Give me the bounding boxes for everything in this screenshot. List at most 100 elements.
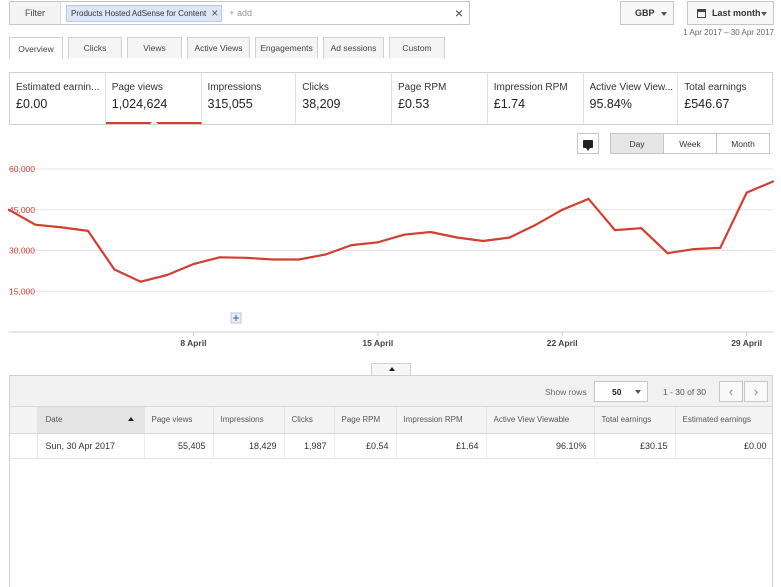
day-button[interactable]: Day bbox=[610, 133, 664, 154]
table-cell: 55,405 bbox=[144, 433, 214, 460]
metric-card-estimated-earnings[interactable]: Estimated earnin... £0.00 bbox=[10, 73, 106, 124]
metric-value: £546.67 bbox=[684, 97, 730, 111]
tab-active-views[interactable]: Active Views bbox=[187, 37, 250, 58]
data-table: Date Page views Impressions Clicks Page … bbox=[10, 407, 772, 460]
tab-views[interactable]: Views bbox=[127, 37, 182, 58]
previous-page-button[interactable]: ‹ bbox=[719, 381, 743, 402]
clear-filter-icon[interactable]: × bbox=[454, 5, 463, 21]
filter-chip[interactable]: Products Hosted AdSense for Content × bbox=[66, 4, 223, 22]
metric-cards: Estimated earnin... £0.00 Page views 1,0… bbox=[9, 72, 773, 125]
week-button[interactable]: Week bbox=[663, 133, 717, 154]
data-point bbox=[561, 208, 564, 211]
metric-title: Total earnings bbox=[684, 82, 747, 93]
column-header-total-earnings[interactable]: Total earnings bbox=[594, 407, 676, 434]
calendar-icon bbox=[697, 8, 706, 18]
data-point bbox=[86, 229, 90, 233]
metric-card-total-earnings[interactable]: Total earnings £546.67 bbox=[678, 73, 772, 124]
annotations-button[interactable] bbox=[577, 133, 599, 154]
rows-per-page-value: 50 bbox=[612, 387, 622, 397]
data-point bbox=[745, 191, 748, 194]
tab-overview[interactable]: Overview bbox=[9, 37, 63, 59]
add-filter-input[interactable]: + add bbox=[229, 8, 252, 18]
data-point bbox=[771, 180, 775, 183]
data-point bbox=[429, 230, 432, 234]
row-select-cell bbox=[10, 433, 38, 460]
metric-card-impressions[interactable]: Impressions 315,055 bbox=[202, 73, 297, 124]
column-header-page-views[interactable]: Page views bbox=[144, 407, 214, 434]
data-point bbox=[218, 256, 221, 259]
table-row[interactable]: Sun, 30 Apr 2017 55,405 18,429 1,987 £0.54 £1… bbox=[10, 433, 772, 460]
date-range-dropdown[interactable]: Last month bbox=[687, 1, 774, 25]
metric-value: 315,055 bbox=[207, 97, 253, 111]
column-label: Date bbox=[45, 415, 63, 425]
x-tick-label: 22 April bbox=[547, 338, 578, 348]
rows-per-page-select[interactable]: 50 bbox=[594, 381, 648, 402]
y-tick-label: 60,000 bbox=[9, 164, 35, 174]
granularity-toggle: Day Week Month bbox=[610, 133, 770, 154]
metric-value: £1.74 bbox=[493, 97, 526, 111]
data-point bbox=[640, 227, 643, 230]
column-header-impressions[interactable]: Impressions bbox=[213, 407, 285, 434]
metric-card-clicks[interactable]: Clicks 38,209 bbox=[296, 73, 392, 124]
data-point bbox=[403, 233, 406, 236]
data-point bbox=[482, 239, 485, 243]
table-cell: £0.54 bbox=[334, 433, 397, 460]
report-table: Show rows 50 1 - 30 of 30 ‹ › Date Page … bbox=[9, 375, 773, 587]
data-point bbox=[534, 223, 537, 226]
metric-value: 95.84% bbox=[589, 97, 632, 111]
report-tabs: Overview Clicks Views Active Views Engag… bbox=[9, 37, 450, 59]
remove-filter-icon[interactable]: × bbox=[211, 6, 219, 20]
filter-label[interactable]: Filter bbox=[10, 2, 61, 24]
data-point bbox=[60, 226, 63, 229]
tab-custom[interactable]: Custom bbox=[389, 37, 445, 58]
column-header-date[interactable]: Date bbox=[37, 407, 145, 434]
collapse-chart-toggle[interactable] bbox=[371, 363, 411, 375]
next-page-button[interactable]: › bbox=[744, 381, 768, 402]
column-header-page-rpm[interactable]: Page RPM bbox=[334, 407, 397, 434]
table-cell: 18,429 bbox=[213, 433, 285, 460]
table-cell: £0.00 bbox=[675, 433, 772, 460]
series-line bbox=[8, 180, 774, 283]
chevron-left-icon: ‹ bbox=[728, 384, 734, 399]
metric-card-page-rpm[interactable]: Page RPM £0.53 bbox=[392, 73, 488, 124]
column-header-impression-rpm[interactable]: Impression RPM bbox=[396, 407, 487, 434]
page-views-chart: 15,000 30,000 45,000 60,000 8 April 15 April 2… bbox=[7, 164, 775, 348]
tab-ad-sessions[interactable]: Ad sessions bbox=[323, 37, 384, 58]
chevron-down-icon bbox=[661, 12, 667, 16]
column-header-estimated-earnings[interactable]: Estimated earnings bbox=[675, 407, 772, 434]
metric-card-page-views[interactable]: Page views 1,024,624 bbox=[105, 73, 202, 124]
data-point bbox=[666, 252, 669, 255]
metric-value: £0.53 bbox=[398, 97, 430, 111]
metric-title: Estimated earnin... bbox=[16, 82, 100, 93]
chevron-down-icon bbox=[761, 12, 767, 16]
currency-dropdown[interactable]: GBP bbox=[620, 1, 674, 25]
plus-icon bbox=[233, 315, 239, 321]
currency-label: GBP bbox=[635, 8, 655, 18]
metric-value: 1,024,624 bbox=[111, 97, 168, 111]
metric-value: £0.00 bbox=[16, 97, 48, 111]
column-header-clicks[interactable]: Clicks bbox=[284, 407, 335, 434]
comment-icon bbox=[583, 139, 593, 151]
metric-card-impression-rpm[interactable]: Impression RPM £1.74 bbox=[488, 73, 584, 124]
column-header-active-view-viewable[interactable]: Active View Viewable bbox=[486, 407, 595, 434]
selected-indicator bbox=[149, 120, 158, 124]
y-tick-label: 30,000 bbox=[9, 246, 35, 256]
tab-engagements[interactable]: Engagements bbox=[255, 37, 318, 58]
show-rows-label: Show rows bbox=[545, 387, 587, 397]
y-tick-label: 15,000 bbox=[9, 286, 35, 296]
tab-clicks[interactable]: Clicks bbox=[68, 37, 122, 58]
metric-title: Active View View... bbox=[589, 82, 674, 93]
data-point bbox=[297, 258, 300, 261]
chevron-right-icon: › bbox=[753, 384, 759, 399]
x-tick-label: 15 April bbox=[362, 338, 393, 348]
metric-value: 38,209 bbox=[302, 97, 341, 111]
x-tick-label: 29 April bbox=[731, 338, 762, 348]
date-range-dates: 1 Apr 2017 – 30 Apr 2017 bbox=[683, 28, 774, 37]
month-button[interactable]: Month bbox=[716, 133, 770, 154]
metric-title: Clicks bbox=[302, 82, 329, 93]
data-point bbox=[455, 236, 458, 239]
metric-card-active-view-viewable[interactable]: Active View View... 95.84% bbox=[584, 73, 679, 124]
table-cell: £30.15 bbox=[594, 433, 676, 460]
data-point bbox=[34, 223, 37, 226]
data-point bbox=[245, 256, 248, 259]
